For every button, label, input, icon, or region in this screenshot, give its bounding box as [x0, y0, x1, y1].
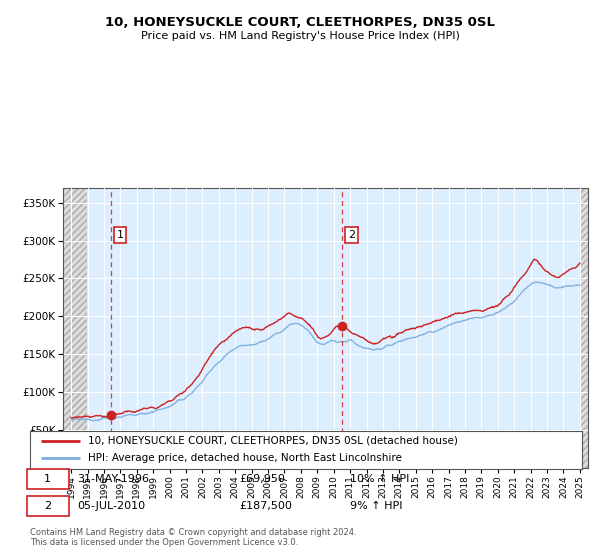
FancyBboxPatch shape — [27, 496, 68, 516]
Bar — [63, 188, 87, 468]
Text: 1: 1 — [44, 474, 51, 484]
Text: HPI: Average price, detached house, North East Lincolnshire: HPI: Average price, detached house, Nort… — [88, 454, 402, 464]
Text: 2: 2 — [347, 230, 355, 240]
Text: 05-JUL-2010: 05-JUL-2010 — [77, 501, 145, 511]
Bar — [580, 188, 588, 468]
Text: 10% ↑ HPI: 10% ↑ HPI — [350, 474, 410, 484]
Text: 10, HONEYSUCKLE COURT, CLEETHORPES, DN35 0SL (detached house): 10, HONEYSUCKLE COURT, CLEETHORPES, DN35… — [88, 436, 458, 446]
Text: 1: 1 — [116, 230, 124, 240]
Text: £69,950: £69,950 — [240, 474, 286, 484]
Text: 10, HONEYSUCKLE COURT, CLEETHORPES, DN35 0SL: 10, HONEYSUCKLE COURT, CLEETHORPES, DN35… — [105, 16, 495, 29]
FancyBboxPatch shape — [27, 469, 68, 489]
Text: Contains HM Land Registry data © Crown copyright and database right 2024.
This d: Contains HM Land Registry data © Crown c… — [30, 528, 356, 547]
Text: 31-MAY-1996: 31-MAY-1996 — [77, 474, 149, 484]
Text: Price paid vs. HM Land Registry's House Price Index (HPI): Price paid vs. HM Land Registry's House … — [140, 31, 460, 41]
Text: £187,500: £187,500 — [240, 501, 293, 511]
Text: 9% ↑ HPI: 9% ↑ HPI — [350, 501, 403, 511]
Text: 2: 2 — [44, 501, 51, 511]
